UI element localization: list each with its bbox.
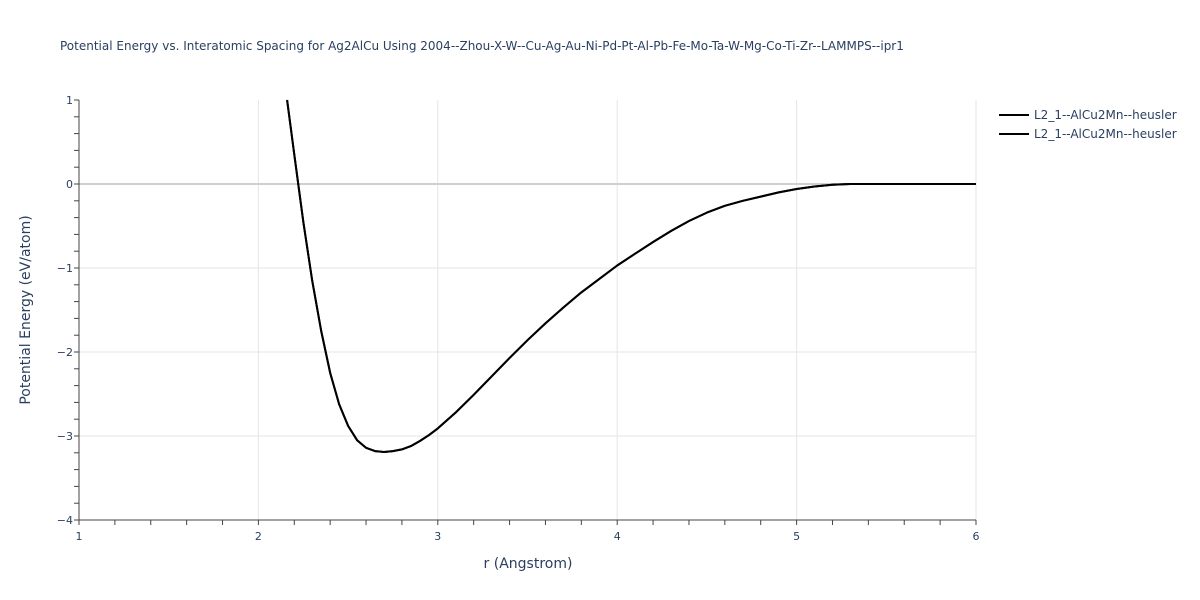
y-axis-title: Potential Energy (eV/atom) — [18, 215, 34, 404]
chart-title: Potential Energy vs. Interatomic Spacing… — [60, 39, 904, 53]
x-axis-title: r (Angstrom) — [484, 556, 573, 572]
y-tick-label: 1 — [66, 94, 73, 107]
y-tick-label: −1 — [57, 262, 73, 275]
series-line — [286, 99, 976, 453]
y-tick-label: −2 — [57, 346, 73, 359]
x-tick-label: 4 — [614, 530, 621, 543]
y-tick-label: 0 — [66, 178, 73, 191]
series-lines — [286, 99, 976, 453]
y-tick-label: −3 — [57, 430, 73, 443]
x-tick-label: 3 — [434, 530, 441, 543]
x-tick-label: 2 — [255, 530, 262, 543]
x-tick-label: 1 — [76, 530, 83, 543]
legend[interactable]: L2_1--AlCu2Mn--heusler L2_1--AlCu2Mn--heu… — [999, 108, 1177, 141]
y-tick-label: −4 — [57, 514, 73, 527]
legend-label: L2_1--AlCu2Mn--heusler — [1034, 127, 1177, 141]
tick-labels: 1 2 3 4 5 6 1 0 −1 −2 −3 −4 — [57, 94, 980, 543]
x-tick-label: 5 — [793, 530, 800, 543]
x-tick-label: 6 — [973, 530, 980, 543]
grid — [74, 99, 977, 525]
series-line — [286, 99, 976, 453]
legend-label: L2_1--AlCu2Mn--heusler — [1034, 108, 1177, 122]
